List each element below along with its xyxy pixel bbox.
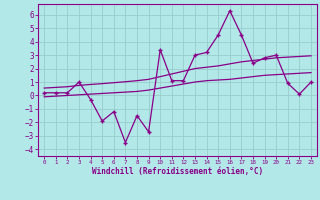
X-axis label: Windchill (Refroidissement éolien,°C): Windchill (Refroidissement éolien,°C) bbox=[92, 167, 263, 176]
